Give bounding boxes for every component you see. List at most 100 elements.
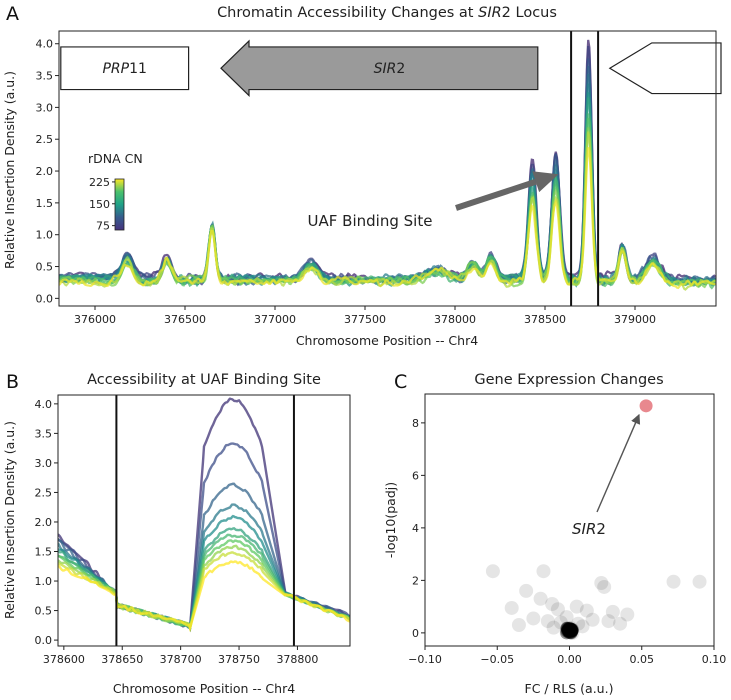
scatter-point-4	[666, 574, 681, 589]
scatter-cluster-point-4	[565, 624, 579, 638]
series-line-a-cn-160	[59, 97, 716, 288]
scatter-cluster-point-38	[564, 622, 578, 636]
gene-0-shape	[60, 46, 190, 91]
scatter-point-26	[562, 621, 577, 636]
series-line-b-10	[58, 560, 350, 633]
colorbar-tick-label: 150	[89, 198, 110, 211]
uaf-arrow-shaft	[455, 178, 537, 211]
scatter-cluster-point-10	[564, 623, 578, 637]
scatter-points	[485, 399, 707, 640]
scatter-cluster-point-29	[564, 623, 578, 637]
series-line-a-cn-125	[59, 73, 716, 287]
colorbar-tick-label: 225	[89, 176, 110, 189]
series-line-a-cn-150	[59, 92, 716, 288]
y-tick-label-b: 0.5	[35, 605, 53, 618]
scatter-point-8	[545, 597, 560, 611]
x-tick-label-c: −0.05	[480, 653, 514, 666]
x-tick-label-a: 376500	[164, 313, 206, 326]
y-tick-label-c: 8	[412, 417, 419, 430]
scatter-cluster-point-35	[562, 624, 576, 638]
scatter-cluster-point-34	[565, 624, 579, 638]
panel-a-chart: Chromatin Accessibility Changes at SIR2 …	[2, 5, 722, 348]
sir2-point	[639, 399, 653, 413]
scatter-cluster-point-21	[561, 622, 575, 636]
scatter-point-0	[485, 564, 500, 579]
colorbar-tick-label: 75	[96, 220, 110, 233]
scatter-point-5	[692, 574, 707, 589]
series-line-b-9	[58, 551, 350, 629]
scatter-point-2	[594, 576, 609, 590]
panel-b-chart: Accessibility at UAF Binding Site 378600…	[2, 372, 351, 696]
sir2-label: SIR2	[572, 520, 606, 538]
y-tick-label-a: 1.0	[36, 229, 54, 242]
scatter-point-14	[504, 600, 519, 615]
scatter-cluster-point-7	[564, 625, 578, 639]
scatter-point-15	[526, 611, 541, 626]
scatter-cluster-point-15	[565, 623, 579, 637]
colorbar: rDNA CN 225 150 75	[88, 151, 143, 233]
y-tick-label-a: 3.5	[36, 70, 54, 83]
y-axis-label-c: -log10(padj)	[383, 482, 398, 558]
scatter-point-17	[553, 615, 568, 630]
x-axis-label-a: Chromosome Position -- Chr4	[296, 333, 478, 348]
x-tick-label-a: 379000	[614, 313, 656, 326]
y-tick-label-c: 2	[412, 574, 419, 587]
scatter-point-9	[550, 602, 565, 617]
scatter-point-21	[511, 618, 526, 632]
panel-label-a: A	[6, 3, 19, 25]
x-tick-label-b: 378600	[43, 653, 85, 666]
sir2-arrow	[596, 413, 641, 513]
plot-frame-a	[58, 30, 717, 307]
scatter-cluster-point-20	[564, 623, 578, 637]
series-line-a-cn-135	[59, 83, 716, 287]
scatter-cluster-point-37	[562, 621, 576, 635]
scatter-point-1	[536, 564, 551, 579]
y-axis-label-a: Relative Insertion Density (a.u.)	[2, 71, 17, 269]
uaf-boundary-lines-a	[570, 31, 600, 306]
scatter-cluster-point-27	[562, 623, 576, 637]
x-tick-label-b: 378800	[276, 653, 318, 666]
y-tick-label-b: 1.5	[35, 546, 53, 559]
x-axis-label-b: Chromosome Position -- Chr4	[113, 681, 295, 696]
scatter-cluster-point-16	[560, 624, 574, 638]
scatter-cluster-point-28	[562, 622, 576, 636]
y-tick-label-c: 4	[412, 522, 419, 535]
uaf-annotation: UAF Binding Site	[308, 171, 559, 230]
sir2-annotation: SIR2	[572, 413, 641, 538]
series-lines-b	[58, 397, 350, 633]
scatter-cluster-point-26	[562, 625, 576, 639]
scatter-point-28	[561, 623, 576, 638]
scatter-cluster-point-8	[562, 623, 576, 637]
plot-frame-c	[424, 393, 715, 647]
scatter-point-10	[569, 599, 584, 614]
x-tick-label-b: 378650	[101, 653, 143, 666]
scatter-point-23	[559, 610, 574, 625]
scatter-point-29	[565, 625, 580, 640]
gene-1-label: SIR2	[374, 61, 406, 77]
uaf-annotation-label: UAF Binding Site	[308, 212, 433, 230]
series-line-a-cn-215	[59, 131, 716, 291]
scatter-point-33	[560, 622, 575, 637]
x-tick-label-a: 377500	[344, 313, 386, 326]
plot-frame-b	[57, 394, 351, 647]
scatter-cluster-point-0	[560, 626, 574, 640]
scatter-point-22	[613, 616, 628, 631]
gene-0-label: PRP11	[102, 61, 146, 77]
scatter-point-24	[575, 619, 590, 634]
scatter-cluster-point-6	[563, 626, 577, 640]
scatter-cluster-point-33	[562, 624, 576, 638]
y-tick-label-a: 2.5	[36, 133, 54, 146]
uaf-arrow-head	[532, 171, 559, 193]
x-tick-label-b: 378750	[218, 653, 260, 666]
scatter-cluster-point-19	[563, 624, 577, 638]
scatter-cluster-point-3	[565, 623, 579, 637]
panel-c-chart: Gene Expression Changes −0.10 −0.05 0.00 0.…	[383, 372, 726, 696]
x-tick-label-c: 0.10	[702, 653, 727, 666]
colorbar-title: rDNA CN	[88, 151, 143, 166]
y-tick-label-b: 3.5	[35, 427, 53, 440]
scatter-point-32	[563, 621, 578, 636]
scatter-cluster-point-18	[562, 623, 576, 637]
y-tick-label-c: 0	[412, 627, 419, 640]
series-line-a-cn-175	[59, 113, 716, 288]
